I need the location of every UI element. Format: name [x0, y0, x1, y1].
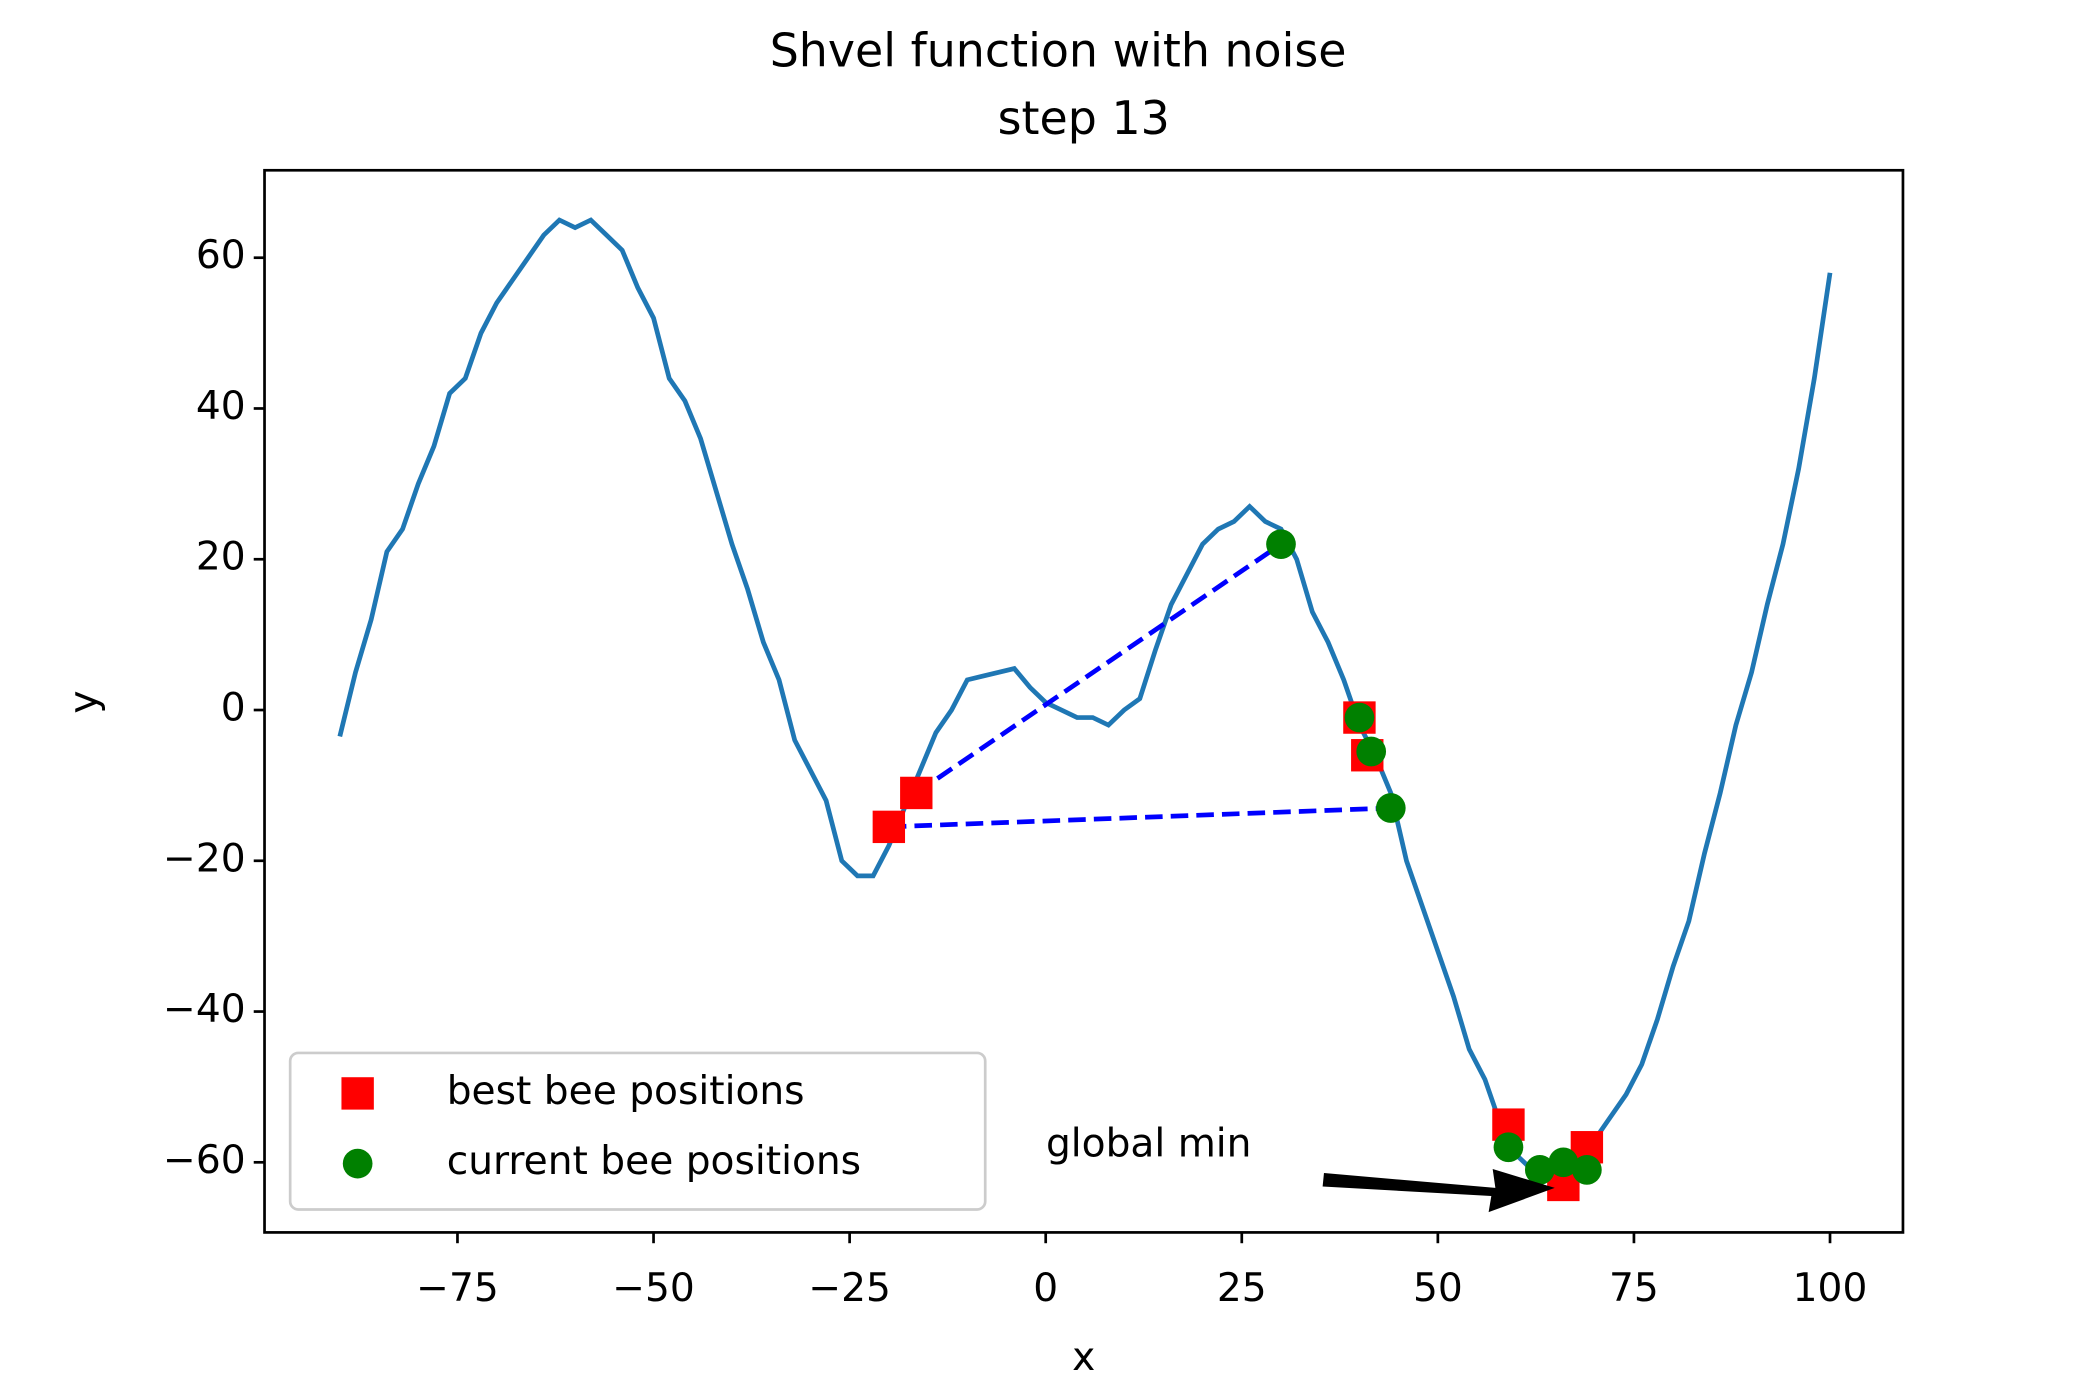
circle-marker — [1572, 1155, 1602, 1185]
annotation-text: global min — [1046, 1122, 1252, 1167]
x-tick-label: 75 — [1609, 1266, 1659, 1311]
square-marker — [341, 1077, 374, 1110]
circle-marker — [1493, 1132, 1524, 1163]
square-marker — [872, 810, 906, 844]
x-tick-label: −25 — [808, 1266, 891, 1311]
legend-label: best bee positions — [447, 1069, 805, 1114]
bee-link — [914, 542, 1283, 795]
x-tick-label: 25 — [1217, 1266, 1267, 1311]
circle-marker — [1375, 793, 1406, 823]
circle-marker — [1524, 1155, 1555, 1185]
function-curve — [337, 217, 1833, 1180]
y-tick-label: −60 — [163, 1138, 246, 1183]
circle-marker — [1266, 529, 1296, 560]
x-tick-label: −75 — [416, 1266, 499, 1311]
circle-marker — [1344, 702, 1375, 733]
y-tick-label: −20 — [163, 836, 246, 881]
y-tick-label: 20 — [196, 535, 246, 580]
chart-subtitle: step 13 — [998, 91, 1170, 145]
y-tick-label: 40 — [196, 384, 246, 429]
legend-label: current bee positions — [447, 1139, 861, 1184]
chart-title: Shvel function with noise — [770, 24, 1347, 78]
circle-marker — [342, 1148, 373, 1179]
y-tick-label: 0 — [221, 686, 246, 731]
x-axis-label: x — [1072, 1335, 1095, 1380]
square-marker — [900, 776, 933, 810]
annotation-arrow — [1322, 1168, 1555, 1213]
legend-box — [288, 1051, 987, 1211]
x-tick-label: 50 — [1413, 1266, 1463, 1311]
circle-marker — [1356, 736, 1387, 767]
circle-marker — [1548, 1147, 1579, 1178]
bee-link — [888, 805, 1391, 830]
x-tick-label: −50 — [612, 1266, 695, 1311]
x-tick-label: 0 — [1033, 1266, 1058, 1311]
plot-area — [337, 217, 1833, 1202]
axes-frame — [263, 168, 1905, 1234]
y-tick-label: −40 — [163, 987, 246, 1032]
y-axis-label: y — [62, 690, 107, 713]
y-tick-label: 60 — [196, 233, 246, 278]
x-tick-label: 100 — [1793, 1266, 1868, 1311]
